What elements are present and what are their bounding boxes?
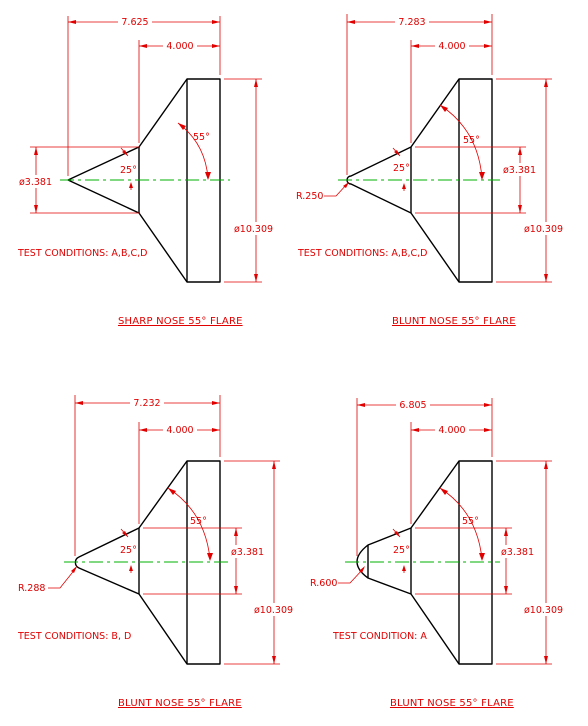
flare-length-dimension: 4.000 xyxy=(166,425,193,436)
base-diameter-dimension: ø10.309 xyxy=(524,605,563,616)
base-diameter-dimension: ø10.309 xyxy=(234,224,273,235)
test-conditions-note: TEST CONDITION: A xyxy=(332,631,427,642)
nose-radius-dimension: R.600 xyxy=(310,578,337,589)
overall-length-dimension: 7.625 xyxy=(121,17,148,28)
test-conditions-note: TEST CONDITIONS: A,B,C,D xyxy=(17,248,147,259)
flare-angle-dimension: 55° xyxy=(462,516,479,527)
view-sharp-nose: 7.625 4.000 55° 25° ø3.381 ø10 xyxy=(16,15,278,327)
base-diameter-dimension: ø10.309 xyxy=(254,605,293,616)
flare-angle-dimension: 55° xyxy=(463,135,480,146)
base-diameter-dimension: ø10.309 xyxy=(524,224,563,235)
view-title: BLUNT NOSE 55° FLARE xyxy=(392,316,516,327)
view-blunt-nose-r600: 6.805 4.000 55° 25° ø3.381 ø10 xyxy=(310,398,568,709)
nose-radius-dimension: R.250 xyxy=(296,191,323,202)
nose-radius-dimension: R.288 xyxy=(18,583,45,594)
model-outline xyxy=(356,460,493,665)
flare-length-dimension: 4.000 xyxy=(438,425,465,436)
view-blunt-nose-r250: 7.283 4.000 55° 25° ø3.381 ø10 xyxy=(296,14,568,327)
cone-diameter-dimension: ø3.381 xyxy=(19,177,52,188)
flare-length-dimension: 4.000 xyxy=(166,41,193,52)
view-title: BLUNT NOSE 55° FLARE xyxy=(390,698,514,709)
view-blunt-nose-r288: 7.232 4.000 55° 25° ø3.381 ø10 xyxy=(17,395,298,709)
view-title: SHARP NOSE 55° FLARE xyxy=(118,316,243,327)
nose-angle-dimension: 25° xyxy=(120,165,137,176)
flare-angle-dimension: 55° xyxy=(193,132,210,143)
cone-diameter-dimension: ø3.381 xyxy=(503,165,536,176)
model-outline xyxy=(346,78,493,283)
nose-angle-dimension: 25° xyxy=(393,545,410,556)
test-conditions-note: TEST CONDITIONS: B, D xyxy=(17,631,131,642)
overall-length-dimension: 7.283 xyxy=(398,17,425,28)
cone-diameter-dimension: ø3.381 xyxy=(231,547,264,558)
overall-length-dimension: 7.232 xyxy=(133,398,160,409)
overall-length-dimension: 6.805 xyxy=(399,400,426,411)
nose-angle-dimension: 25° xyxy=(120,545,137,556)
test-conditions-note: TEST CONDITIONS: A,B,C,D xyxy=(297,248,427,259)
cone-diameter-dimension: ø3.381 xyxy=(501,547,534,558)
nose-angle-dimension: 25° xyxy=(393,163,410,174)
view-title: BLUNT NOSE 55° FLARE xyxy=(118,698,242,709)
flare-angle-dimension: 55° xyxy=(190,516,207,527)
model-outline xyxy=(74,460,221,665)
flare-length-dimension: 4.000 xyxy=(438,41,465,52)
